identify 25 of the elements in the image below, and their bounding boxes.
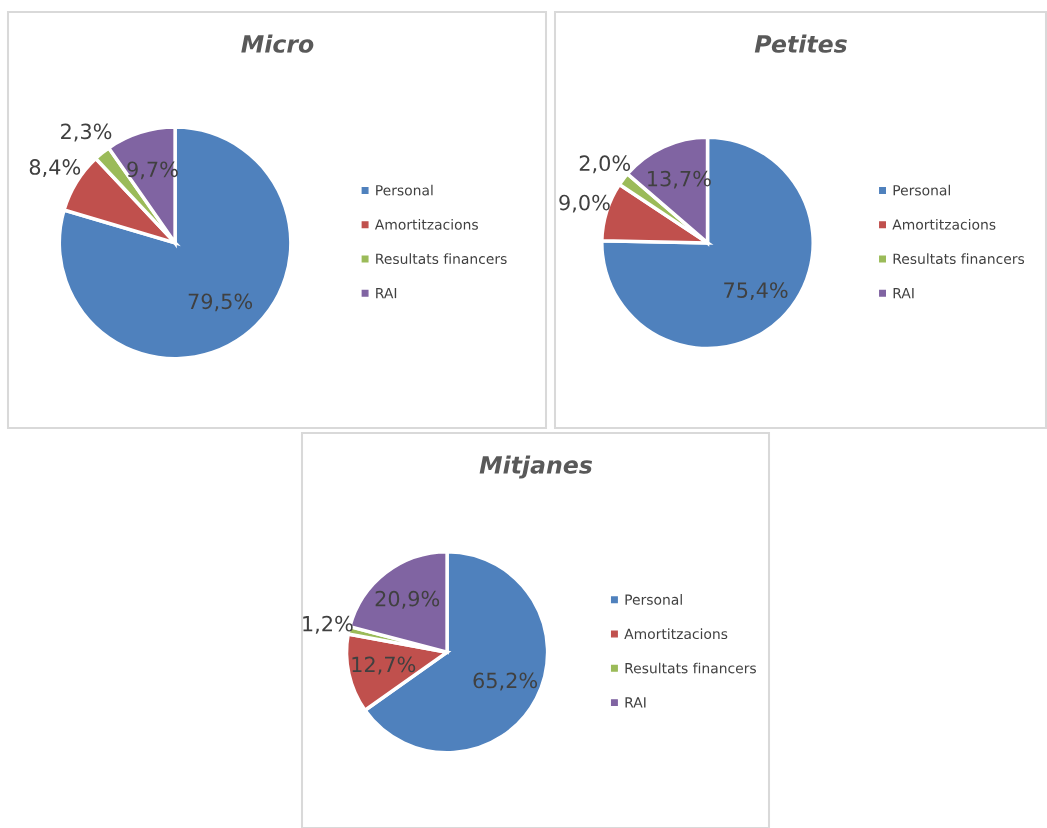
legend-label: RAI bbox=[376, 288, 397, 299]
legend-label: Amortitzacions bbox=[624, 628, 728, 640]
legend-label: RAI bbox=[893, 288, 914, 299]
data-label: 1,2% bbox=[303, 615, 353, 634]
data-label: 2,0% bbox=[579, 155, 631, 174]
data-label: 8,4% bbox=[29, 159, 81, 177]
chart-title: Mitjanes bbox=[479, 455, 593, 479]
data-label: 20,9% bbox=[375, 590, 440, 609]
chart-title: Petites bbox=[754, 34, 847, 53]
data-label: 12,7% bbox=[352, 656, 416, 675]
legend-label: Resultats financers bbox=[376, 253, 507, 265]
legend-label: Amortitzacions bbox=[892, 219, 996, 230]
data-label: 2,3% bbox=[61, 123, 112, 142]
data-label: 65,2% bbox=[473, 672, 538, 691]
chart-title: Micro bbox=[241, 34, 314, 53]
legend-label: Personal bbox=[625, 594, 682, 605]
legend-label: Resultats financers bbox=[893, 253, 1025, 265]
data-label: 75,4% bbox=[724, 282, 788, 301]
legend-label: Personal bbox=[376, 184, 433, 196]
data-label: 9,0% bbox=[559, 194, 610, 213]
legend-label: Resultats financers bbox=[625, 662, 756, 674]
data-label: 79,5% bbox=[188, 293, 253, 312]
legend-label: Amortitzacions bbox=[374, 219, 478, 230]
legend-label: Personal bbox=[893, 184, 950, 196]
legend-label: RAI bbox=[625, 697, 646, 708]
